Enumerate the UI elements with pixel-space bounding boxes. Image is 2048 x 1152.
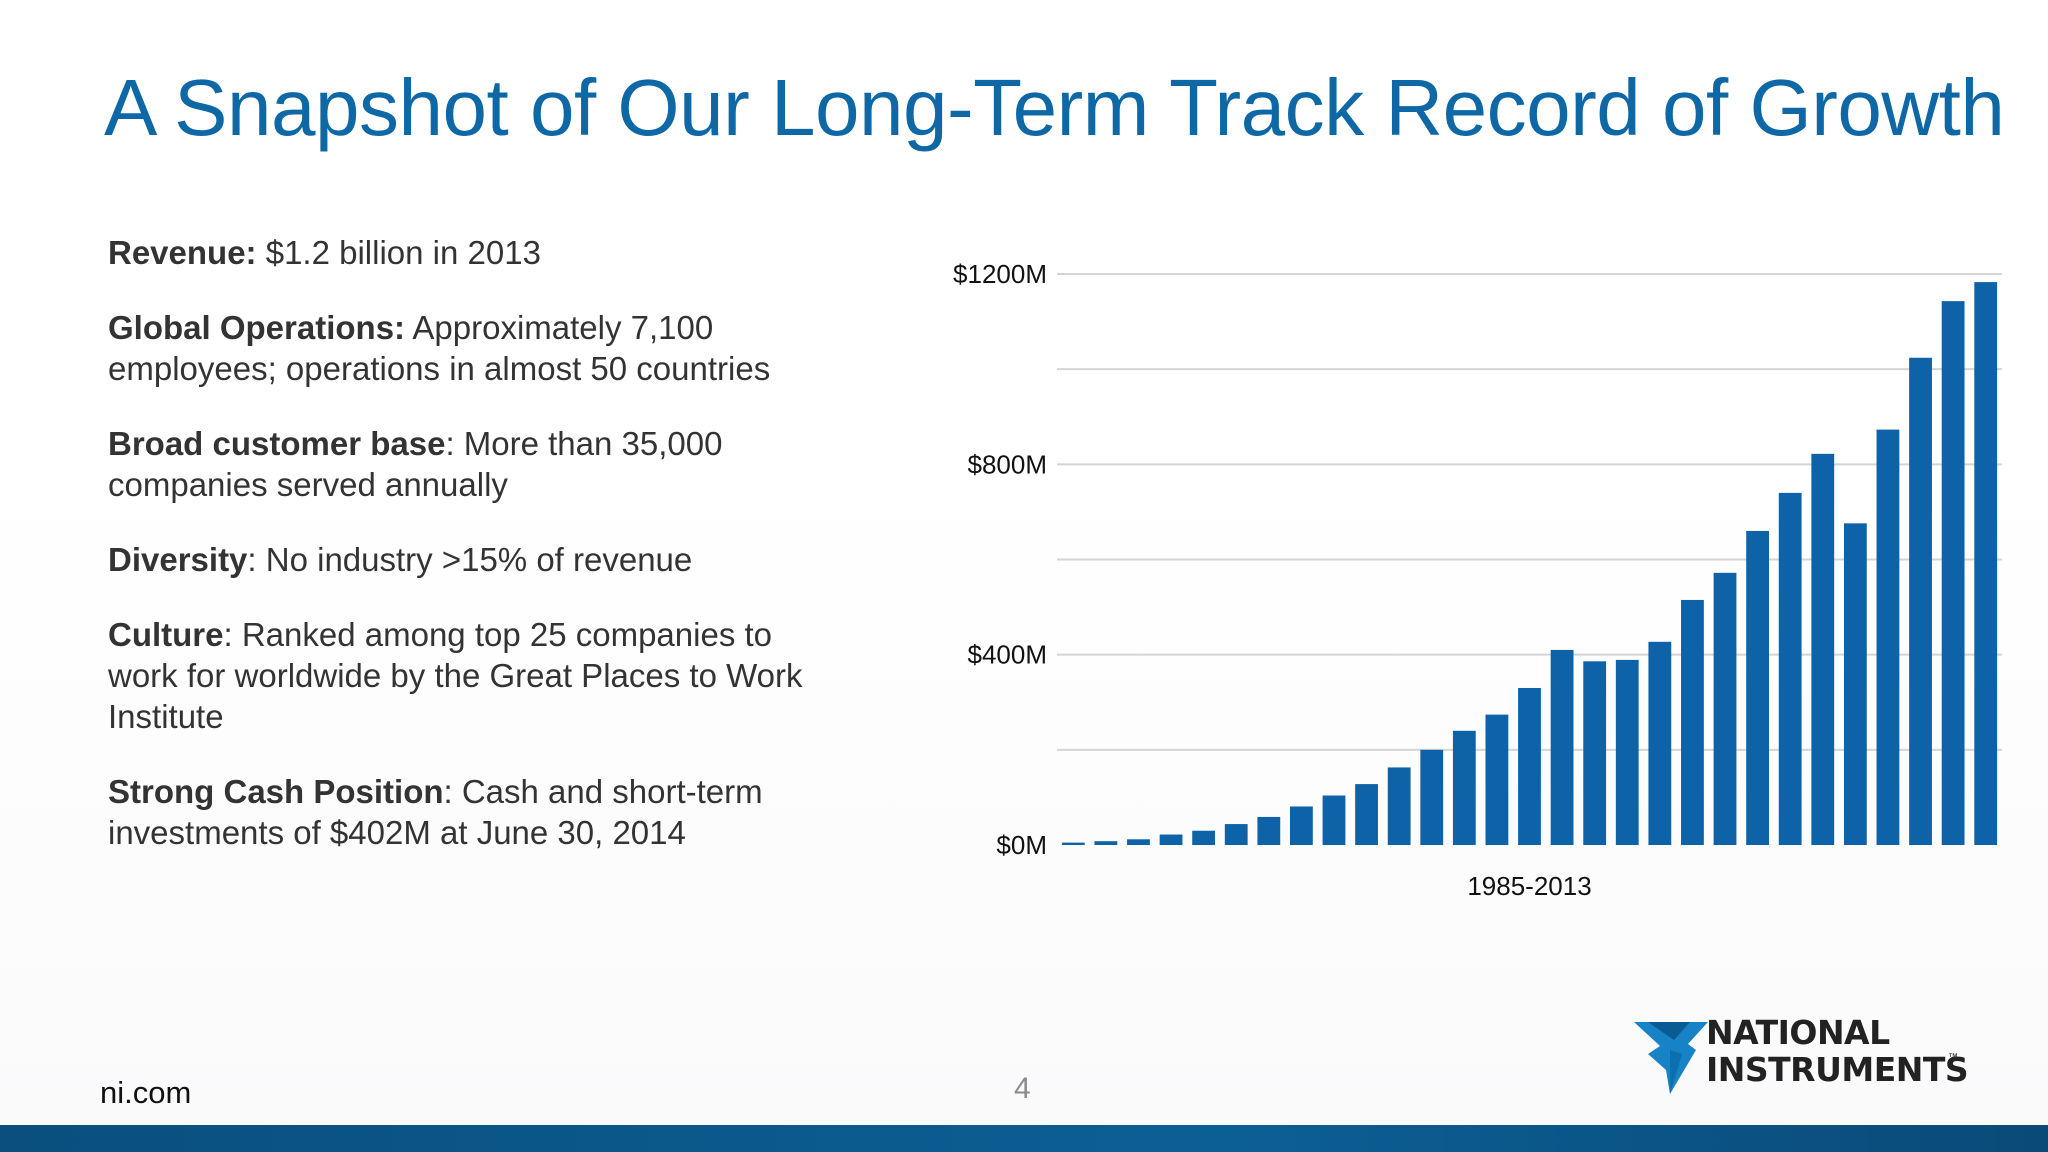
bar-1991	[1257, 816, 1281, 845]
bullet-text: : Ranked among top 25 companies to work …	[108, 616, 803, 735]
ni-eagle-logo-icon	[1634, 1022, 1708, 1094]
y-tick-label: $1200M	[953, 259, 1047, 289]
y-tick-label: $400M	[968, 640, 1048, 670]
trademark-symbol: ™	[1948, 1052, 1958, 1063]
bullet-global-operations: Global Operations: Approximately 7,100 e…	[108, 307, 828, 389]
bar-2009	[1843, 523, 1867, 845]
bullet-label: Revenue:	[108, 234, 257, 271]
bar-2001	[1583, 661, 1607, 845]
bar-1997	[1452, 730, 1476, 845]
bullet-diversity: Diversity: No industry >15% of revenue	[108, 539, 828, 580]
bar-1985	[1061, 842, 1085, 845]
bar-2008	[1811, 453, 1835, 845]
x-axis-label: 1985-2013	[1467, 871, 1591, 901]
bar-2011	[1909, 357, 1932, 845]
bar-1988	[1159, 834, 1183, 845]
bar-1998	[1485, 714, 1509, 845]
bar-1999	[1518, 687, 1541, 845]
bullet-text: $1.2 billion in 2013	[256, 234, 541, 271]
y-tick-label: $0M	[996, 830, 1047, 860]
bullet-cash-position: Strong Cash Position: Cash and short-ter…	[108, 771, 828, 853]
bar-1992	[1289, 806, 1313, 845]
bullet-label: Strong Cash Position	[108, 773, 444, 810]
logo-line-national: NATIONAL	[1706, 1013, 1890, 1052]
bar-2007	[1778, 492, 1802, 845]
bar-1986	[1094, 841, 1118, 845]
bar-2006	[1746, 530, 1770, 845]
footer-url[interactable]: ni.com	[100, 1075, 192, 1110]
bullet-customer-base: Broad customer base: More than 35,000 co…	[108, 423, 828, 505]
logo-line-instruments: INSTRUMENTS	[1706, 1050, 1969, 1089]
bar-1995	[1387, 767, 1411, 845]
slide-title: A Snapshot of Our Long-Term Track Record…	[104, 63, 2005, 152]
page-number: 4	[1014, 1072, 1031, 1105]
bar-1989	[1192, 830, 1216, 845]
bar-2000	[1550, 649, 1574, 845]
bullet-text: : More than 35,000 companies served annu…	[108, 425, 723, 503]
bar-2010	[1876, 429, 1900, 845]
y-tick-label: $800M	[968, 449, 1048, 479]
bullet-label: Global Operations:	[108, 309, 406, 346]
bullet-text: Approximately 7,100 employees; operation…	[108, 309, 771, 387]
bar-1990	[1224, 824, 1248, 845]
bar-2013	[1974, 282, 1998, 846]
bar-1994	[1355, 784, 1378, 845]
bullet-label: Broad customer base	[108, 425, 446, 462]
bar-2002	[1615, 659, 1639, 845]
bullet-revenue: Revenue: $1.2 billion in 2013	[108, 232, 828, 273]
bar-2004	[1681, 599, 1704, 845]
bullet-text: : Cash and short-term investments of $40…	[108, 773, 763, 851]
bar-2012	[1941, 301, 1965, 845]
bullet-list: Revenue: $1.2 billion in 2013 Global Ope…	[108, 232, 828, 887]
bullet-label: Culture	[108, 616, 224, 653]
bar-1987	[1127, 839, 1150, 845]
bullet-label: Diversity	[108, 541, 248, 578]
bullet-culture: Culture: Ranked among top 25 companies t…	[108, 614, 828, 737]
footer-bar	[0, 1125, 2048, 1152]
bar-1993	[1322, 795, 1346, 845]
bullet-text: : No industry >15% of revenue	[247, 541, 693, 578]
ni-logo-text: NATIONAL INSTRUMENTS	[1706, 1013, 1969, 1089]
bar-1996	[1420, 749, 1444, 845]
bar-2005	[1713, 572, 1737, 845]
revenue-bar-chart: $0M $400M $800M $1200M 1985-2013	[920, 240, 2020, 920]
chart-svg: $0M $400M $800M $1200M 1985-2013	[953, 259, 2002, 901]
bar-2003	[1648, 641, 1672, 845]
